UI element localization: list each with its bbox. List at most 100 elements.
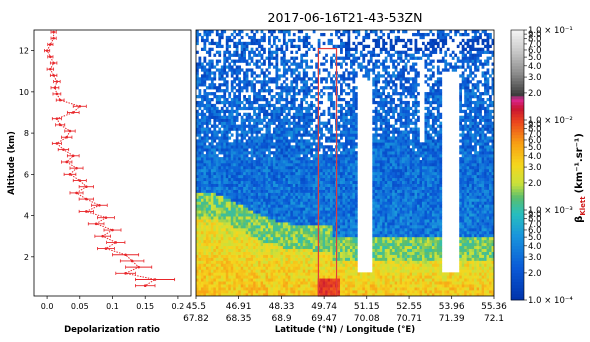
heatmap-cell (300, 62, 304, 66)
heatmap-cell (352, 251, 356, 255)
heatmap-cell (213, 95, 217, 99)
heatmap-cell (312, 165, 316, 170)
heatmap-cell (250, 222, 254, 226)
heatmap-cell (270, 133, 274, 137)
heatmap-cell (200, 157, 204, 161)
heatmap-cell (255, 151, 259, 155)
heatmap-cell (295, 130, 299, 134)
heatmap-cell (238, 112, 241, 117)
heatmap-cell (268, 50, 271, 54)
heatmap-cell (255, 160, 259, 164)
heatmap-cell (340, 254, 343, 258)
heatmap-cell (287, 142, 291, 146)
heatmap-cell (292, 59, 296, 63)
heatmap-cell (297, 115, 301, 119)
heatmap-cell (260, 263, 264, 267)
heatmap-cell (208, 83, 212, 87)
heatmap-cell (332, 213, 336, 217)
heatmap-cell (285, 148, 289, 152)
heatmap-cell (203, 89, 207, 93)
heatmap-cell (215, 136, 219, 140)
heatmap-cell (310, 183, 314, 187)
heatmap-cell (322, 92, 326, 96)
heatmap-cell (230, 198, 234, 202)
heatmap-cell (215, 109, 219, 114)
heatmap-cell (196, 62, 199, 66)
heatmap-cell (203, 160, 207, 164)
heatmap-cell (263, 50, 266, 54)
heatmap-cell (300, 225, 304, 229)
heatmap-cell (220, 192, 224, 196)
heatmap-cell (349, 62, 353, 66)
profile-point (71, 111, 75, 114)
heatmap-cell (268, 59, 271, 63)
heatmap-cell (280, 198, 284, 202)
heatmap-cell (203, 77, 207, 81)
heatmap-cell (270, 222, 274, 226)
heatmap-cell (223, 183, 227, 187)
heatmap-cell (275, 100, 279, 105)
heatmap-cell (210, 192, 214, 196)
heatmap-cell (302, 195, 306, 199)
heatmap-cell (297, 239, 301, 244)
heatmap-cell (235, 189, 239, 193)
heatmap-cell (243, 50, 246, 54)
heatmap-cell (280, 222, 284, 226)
heatmap-cell (290, 236, 294, 241)
heatmap-cell (285, 168, 289, 173)
heatmap-cell (228, 50, 232, 54)
heatmap-cell (287, 222, 291, 226)
heatmap-cell (258, 136, 261, 140)
heatmap-cell (280, 228, 284, 232)
heatmap-cell (332, 165, 336, 170)
heatmap-cell (263, 118, 266, 122)
heatmap-cell (325, 171, 328, 176)
heatmap-cell (352, 287, 356, 291)
heatmap-cell (325, 213, 328, 217)
heatmap-cell (225, 38, 229, 43)
heatmap-cell (349, 59, 353, 63)
heatmap-cell (245, 83, 249, 87)
heatmap-cell (203, 145, 207, 149)
heatmap-cell (270, 272, 274, 276)
heatmap-cell (233, 35, 237, 40)
heatmap-cell (230, 154, 234, 158)
heatmap-cell (312, 160, 316, 164)
heatmap-cell (196, 65, 199, 69)
heatmap-cell (272, 163, 276, 167)
heatmap-cell (215, 89, 219, 93)
heatmap-cell (208, 41, 212, 46)
heatmap-cell (349, 207, 353, 211)
heatmap-cell (270, 109, 274, 114)
heatmap-cell (290, 157, 294, 161)
heatmap-cell (250, 30, 254, 34)
heatmap-cell (325, 266, 328, 270)
heatmap-cell (347, 195, 351, 199)
heatmap-cell (233, 260, 237, 264)
heatmap-cell (280, 121, 284, 125)
heatmap-cell (330, 245, 333, 250)
heatmap-cell (352, 180, 356, 184)
heatmap-cell (263, 284, 266, 288)
heatmap-cell (345, 242, 348, 247)
heatmap-cell (349, 290, 353, 294)
heatmap-cell (315, 213, 318, 217)
heatmap-cell (285, 269, 289, 273)
heatmap-cell (315, 180, 318, 184)
heatmap-cell (213, 92, 217, 96)
heatmap-cell (317, 198, 321, 202)
heatmap-cell (340, 263, 343, 267)
heatmap-cell (330, 189, 333, 193)
heatmap-cell (218, 213, 222, 217)
heatmap-cell (292, 106, 296, 111)
heatmap-cell (243, 192, 246, 196)
heatmap-cell (307, 192, 311, 196)
heatmap-cell (342, 145, 346, 149)
heatmap-cell (285, 177, 289, 182)
heatmap-cell (302, 59, 306, 63)
heatmap-cell (322, 68, 326, 72)
heatmap-cell (307, 189, 311, 193)
heatmap-cell (240, 133, 244, 137)
heatmap-cell (322, 174, 326, 179)
heatmap-cell (270, 216, 274, 220)
